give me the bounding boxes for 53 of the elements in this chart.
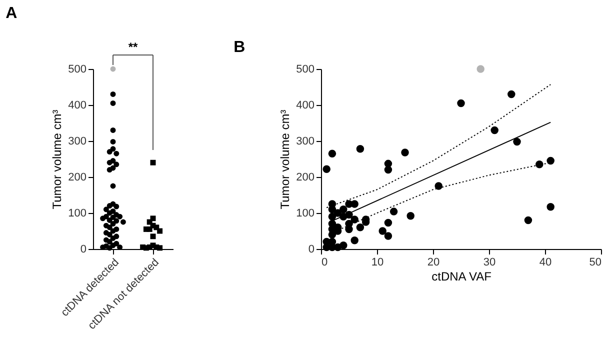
y-tick-label: 300: [296, 136, 314, 148]
point: [384, 232, 392, 240]
chart-title: A: [6, 5, 18, 22]
point: [350, 236, 358, 244]
point: [524, 216, 532, 224]
point: [508, 90, 516, 98]
point: [384, 218, 392, 227]
point: [350, 216, 358, 224]
x-tick-label: 0: [322, 256, 328, 268]
x-tick-label: 10: [371, 256, 384, 268]
x-tick-label: 30: [483, 256, 496, 268]
point: [406, 212, 414, 220]
point: [546, 203, 554, 211]
y-tick-label: 0: [308, 244, 314, 256]
point: [322, 165, 330, 173]
point: [340, 242, 348, 250]
point: [546, 156, 554, 165]
point: [328, 150, 336, 158]
point: [340, 206, 348, 214]
point: [401, 148, 409, 156]
x-tick-label: 50: [589, 256, 602, 268]
y-tick-label: 100: [68, 208, 86, 220]
y-tick-label: 500: [296, 64, 314, 76]
y-axis-title: Tumor volume cm³: [278, 110, 292, 210]
point: [476, 65, 484, 73]
point: [457, 99, 465, 108]
y-tick-label: 0: [80, 244, 86, 256]
x-axis-title: ctDNA VAF: [432, 270, 492, 284]
point: [328, 206, 336, 214]
text: **: [128, 40, 138, 54]
point: [490, 126, 498, 134]
point: [536, 160, 544, 168]
y-tick-label: 500: [68, 64, 86, 76]
y-tick-label: 400: [68, 100, 86, 112]
y-tick-label: 200: [68, 172, 86, 184]
point: [356, 145, 364, 153]
y-tick-label: 300: [68, 136, 86, 148]
point: [434, 182, 442, 190]
point: [345, 200, 353, 208]
chart-title: B: [234, 39, 246, 56]
y-tick-label: 200: [296, 172, 314, 184]
point: [328, 212, 336, 220]
point: [384, 166, 392, 174]
y-tick-label: 400: [296, 100, 314, 112]
y-tick-label: 100: [296, 208, 314, 220]
point: [356, 224, 364, 232]
point: [378, 227, 386, 235]
y-axis-title: Tumor volume cm³: [50, 110, 64, 210]
x-tick-label: 20: [427, 256, 440, 268]
x-tick-label: 40: [539, 256, 552, 268]
point: [328, 230, 336, 238]
point: [390, 208, 398, 216]
point: [513, 138, 521, 146]
